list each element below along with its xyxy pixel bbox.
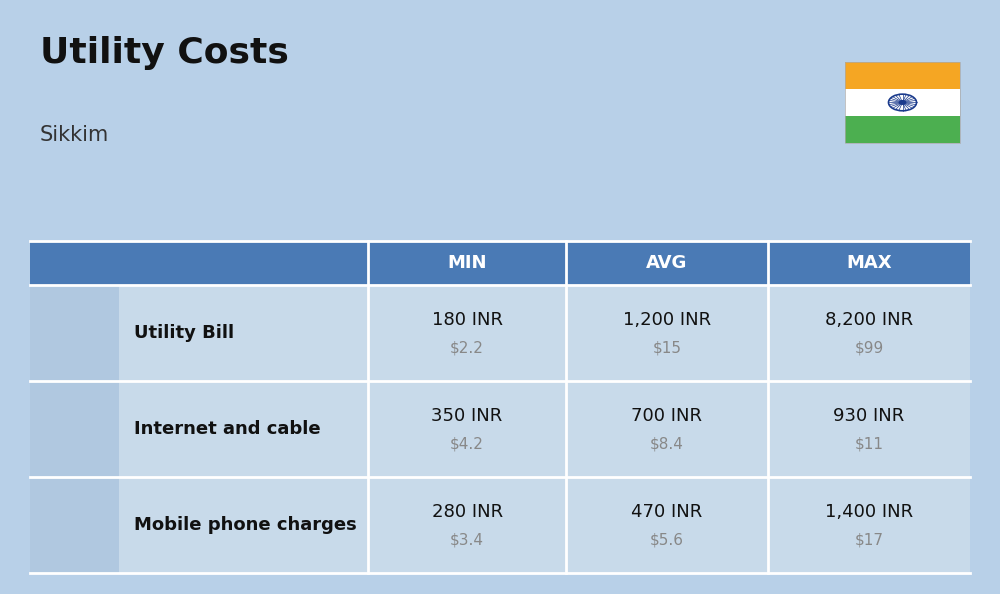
Bar: [30, 381, 119, 478]
Circle shape: [900, 100, 906, 105]
Text: Mobile phone charges: Mobile phone charges: [134, 516, 357, 534]
Text: 1,200 INR: 1,200 INR: [623, 311, 711, 329]
Text: $99: $99: [854, 341, 884, 356]
Text: AVG: AVG: [646, 254, 688, 272]
Text: Sikkim: Sikkim: [40, 125, 109, 145]
Text: 470 INR: 470 INR: [631, 503, 702, 521]
Bar: [30, 286, 119, 381]
Bar: [845, 116, 960, 143]
Text: $15: $15: [652, 341, 681, 356]
Text: 350 INR: 350 INR: [431, 407, 503, 425]
Bar: [845, 89, 960, 116]
Text: MIN: MIN: [447, 254, 487, 272]
Text: Utility Costs: Utility Costs: [40, 36, 289, 69]
Text: $5.6: $5.6: [650, 533, 684, 548]
Bar: [30, 241, 368, 286]
Text: 280 INR: 280 INR: [432, 503, 503, 521]
Bar: [30, 286, 970, 381]
Text: Utility Bill: Utility Bill: [134, 324, 234, 342]
Text: $11: $11: [854, 437, 883, 451]
Bar: [30, 241, 970, 286]
Bar: [30, 478, 119, 573]
Text: 180 INR: 180 INR: [432, 311, 503, 329]
Text: 700 INR: 700 INR: [631, 407, 702, 425]
Text: $2.2: $2.2: [450, 341, 484, 356]
Text: Internet and cable: Internet and cable: [134, 421, 321, 438]
Bar: [30, 478, 970, 573]
Bar: [845, 62, 960, 89]
Text: 8,200 INR: 8,200 INR: [825, 311, 913, 329]
Text: $8.4: $8.4: [650, 437, 684, 451]
Text: MAX: MAX: [846, 254, 892, 272]
Bar: [30, 381, 970, 478]
Text: $3.4: $3.4: [450, 533, 484, 548]
Text: $4.2: $4.2: [450, 437, 484, 451]
Text: 930 INR: 930 INR: [833, 407, 905, 425]
Text: 1,400 INR: 1,400 INR: [825, 503, 913, 521]
Text: $17: $17: [854, 533, 883, 548]
Bar: [845, 62, 960, 143]
